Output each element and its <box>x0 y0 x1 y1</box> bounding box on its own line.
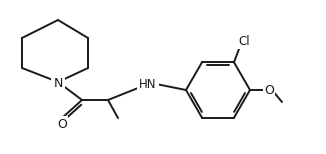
Text: Cl: Cl <box>238 35 250 48</box>
Text: O: O <box>264 83 274 97</box>
Text: HN: HN <box>139 77 157 91</box>
Text: N: N <box>53 77 63 89</box>
Text: O: O <box>57 118 67 130</box>
